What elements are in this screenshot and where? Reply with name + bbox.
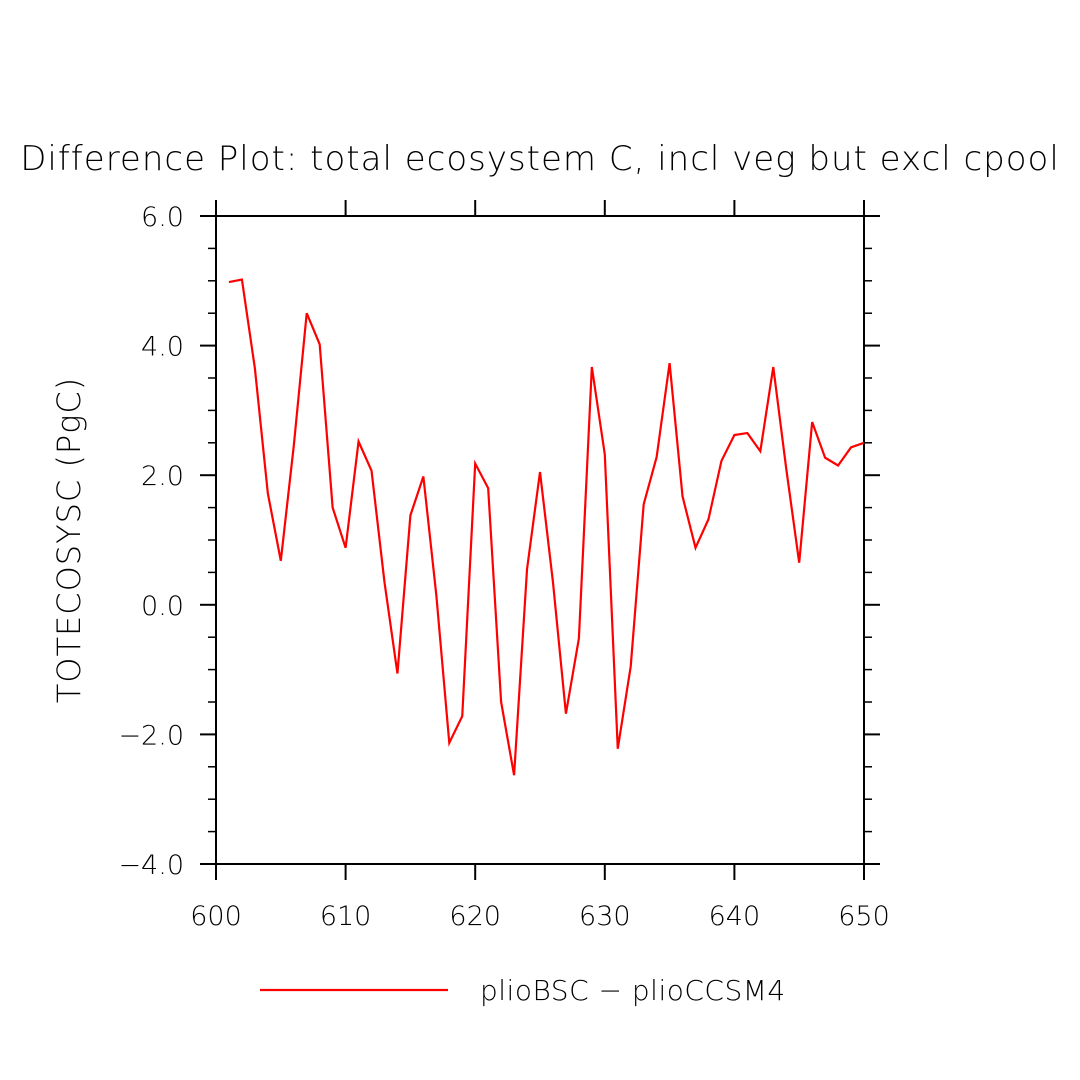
- y-tick-label: −2.0: [118, 720, 184, 751]
- plot-area: 600 610 620 630 640 650 −4.0 −2.0 0.0 2.0 4.0 6.0: [118, 200, 890, 932]
- y-tick-label: −4.0: [118, 850, 184, 881]
- plot-frame: [215, 215, 865, 865]
- x-tick-label: 650: [838, 901, 890, 932]
- y-tick-label: 6.0: [141, 202, 184, 233]
- x-tick-label: 600: [190, 901, 242, 932]
- legend-label: plioBSC − plioCCSM4: [480, 974, 786, 1007]
- series-line: [228, 278, 865, 776]
- x-tick-label: 620: [449, 901, 501, 932]
- chart-title: Difference Plot: total ecosystem C, incl…: [20, 139, 1060, 179]
- y-axis-label: TOTECOSYSC (PgC): [50, 377, 88, 704]
- legend: plioBSC − plioCCSM4: [260, 974, 786, 1007]
- x-tick-label: 630: [579, 901, 631, 932]
- y-tick-label: 4.0: [141, 332, 184, 363]
- x-tick-label: 610: [320, 901, 372, 932]
- x-tick-label: 640: [709, 901, 761, 932]
- y-tick-label: 2.0: [141, 461, 184, 492]
- y-tick-label: 0.0: [141, 591, 184, 622]
